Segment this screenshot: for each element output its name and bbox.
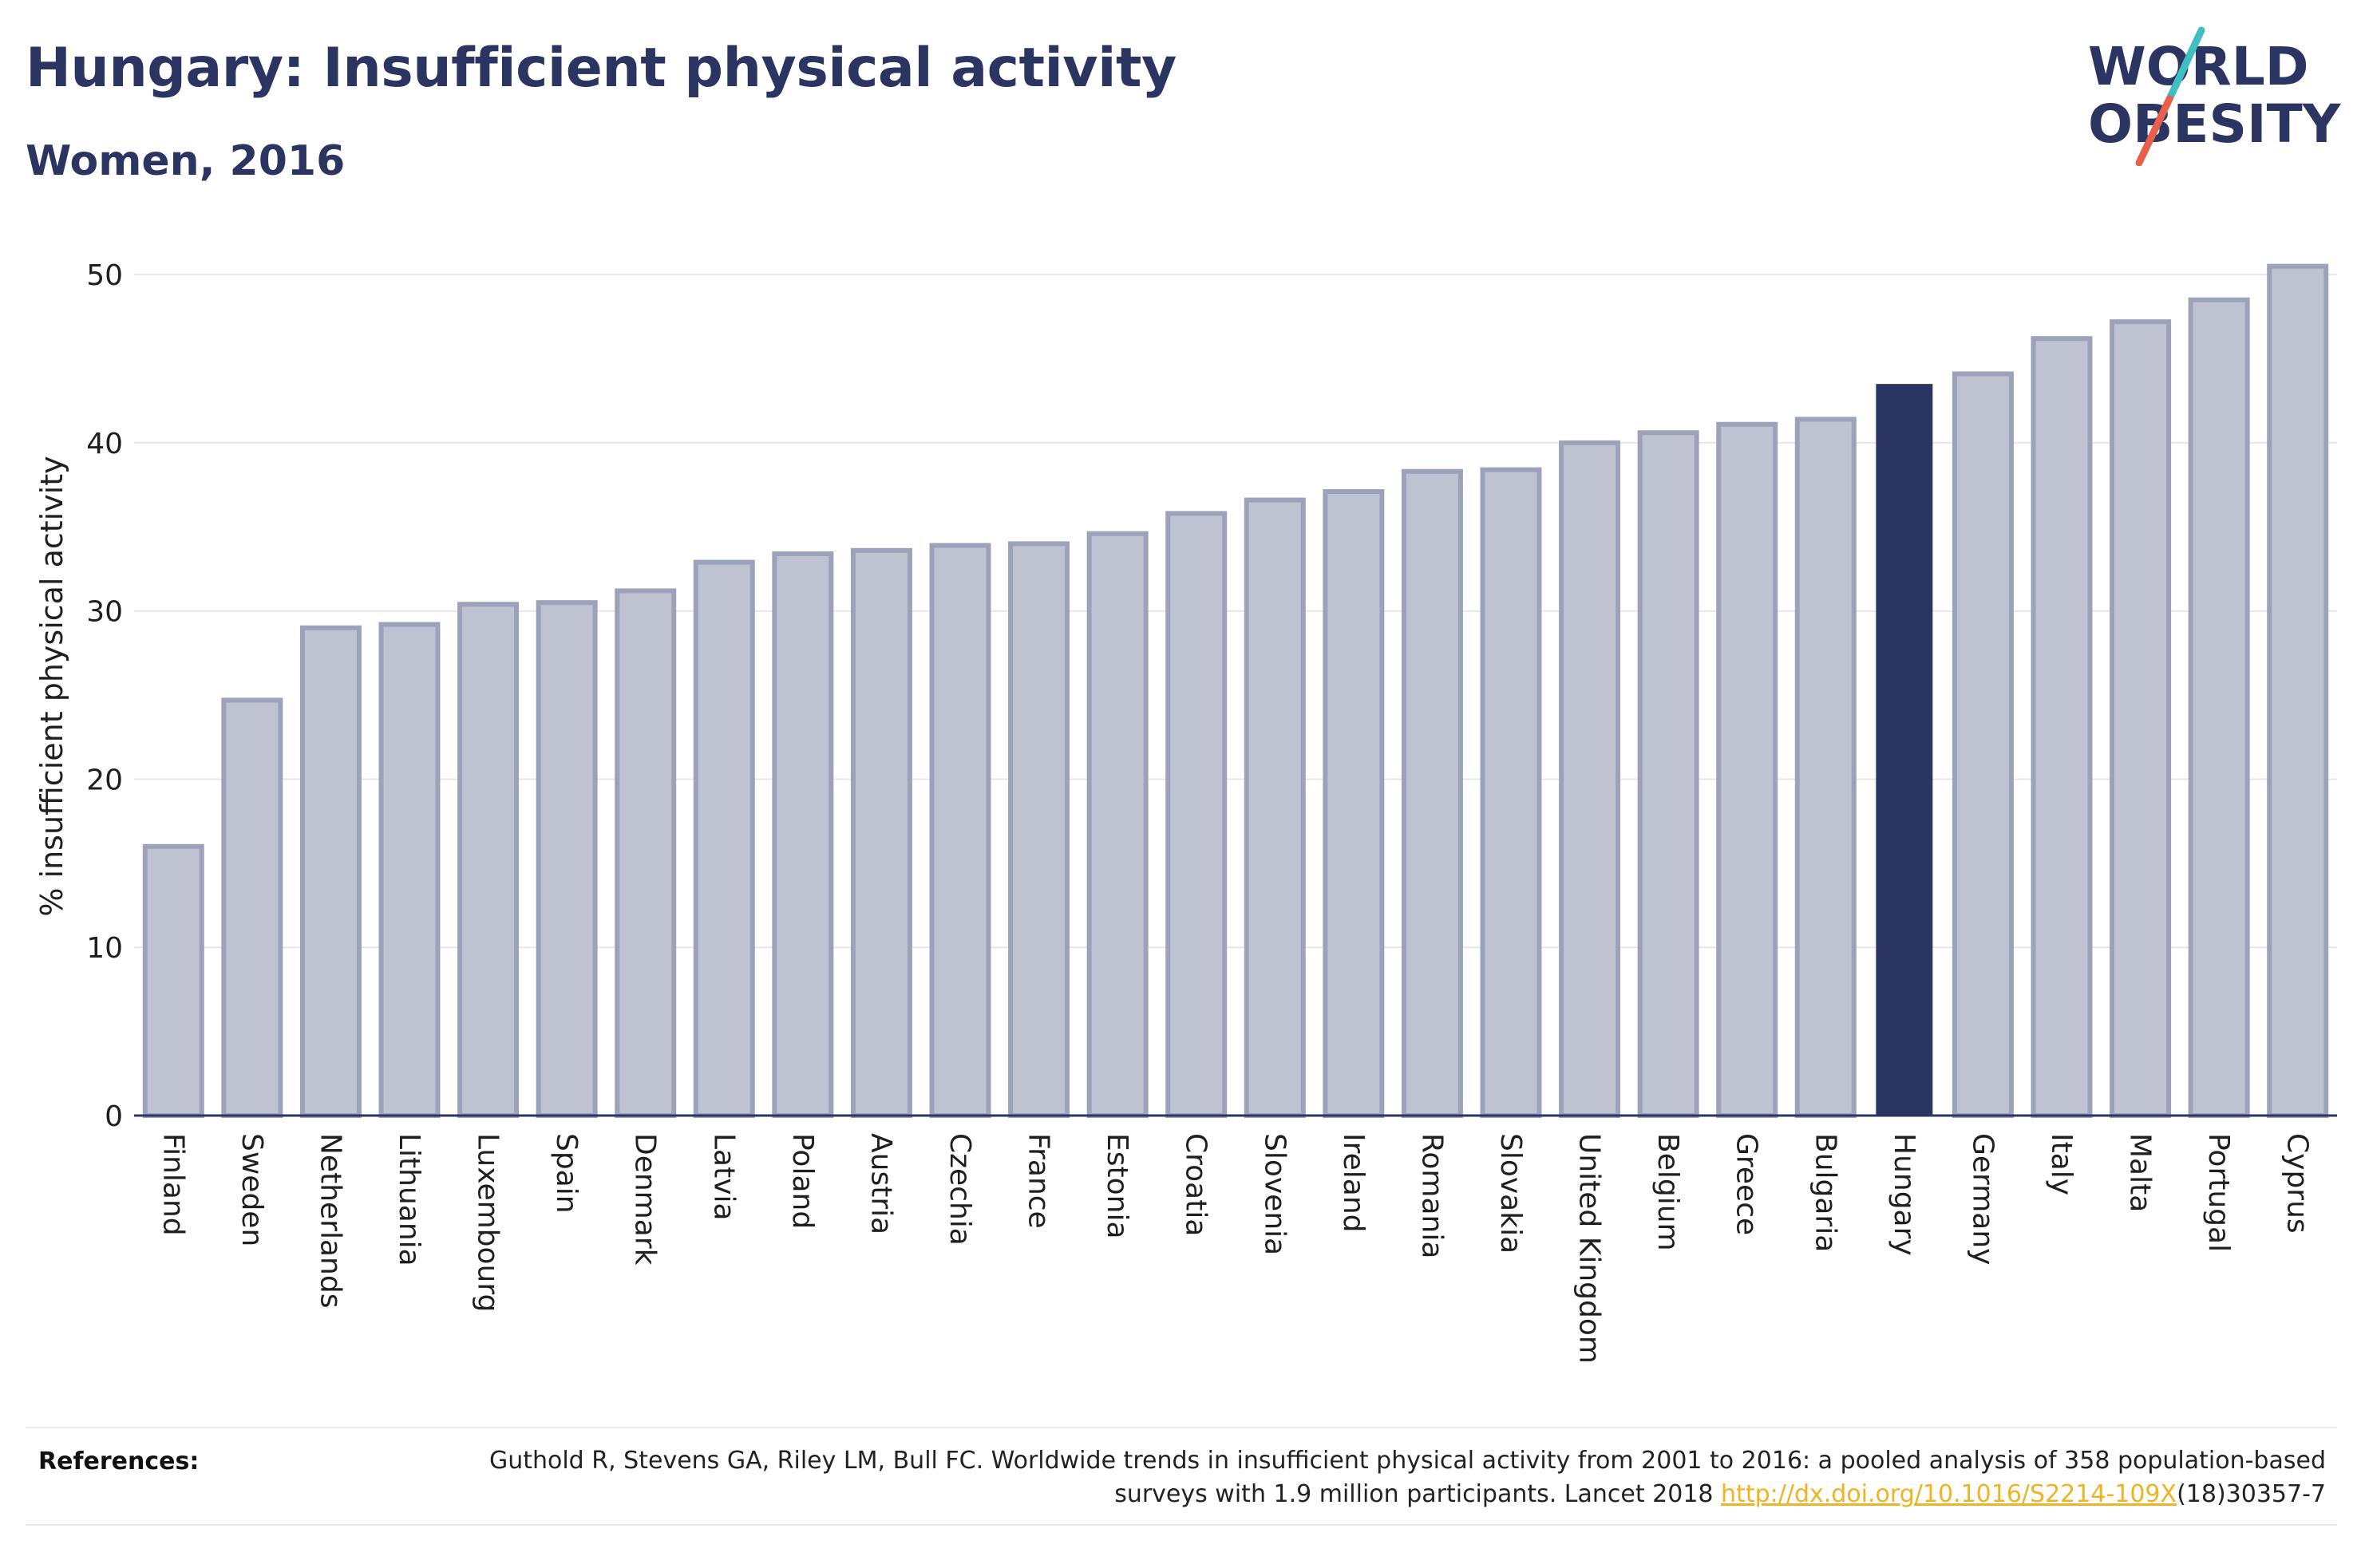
bar-germany [1952, 371, 2014, 1118]
x-tick-label-estonia: Estonia [1101, 1133, 1133, 1239]
bar-sweden [221, 697, 283, 1118]
x-tick-label-hungary: Hungary [1888, 1133, 1920, 1256]
bar-romania [1401, 468, 1463, 1118]
x-tick-label-bulgaria: Bulgaria [1809, 1133, 1841, 1252]
bar-poland [772, 551, 834, 1118]
y-tick-label-40: 40 [86, 428, 123, 460]
bar-belgium [1637, 430, 1699, 1118]
bar-netherlands [299, 625, 362, 1118]
x-tick-label-croatia: Croatia [1180, 1133, 1212, 1236]
bar-croatia [1165, 511, 1228, 1118]
bar-united-kingdom [1559, 440, 1621, 1118]
y-axis-label: % insufficient physical activity [34, 456, 69, 916]
x-tick-label-cyprus: Cyprus [2281, 1133, 2314, 1234]
x-tick-label-sweden: Sweden [235, 1133, 268, 1246]
x-tick-label-france: France [1022, 1133, 1055, 1229]
x-tick-label-belgium: Belgium [1651, 1133, 1684, 1251]
references-text: Guthold R, Stevens GA, Riley LM, Bull FC… [410, 1444, 2326, 1511]
x-tick-label-latvia: Latvia [707, 1133, 740, 1221]
x-tick-label-poland: Poland [786, 1133, 819, 1229]
bar-luxembourg [457, 602, 520, 1118]
x-tick-label-spain: Spain [550, 1133, 583, 1214]
x-tick-label-italy: Italy [2045, 1133, 2078, 1195]
x-tick-label-denmark: Denmark [629, 1133, 662, 1266]
x-tick-label-slovenia: Slovenia [1258, 1133, 1291, 1255]
x-tick-label-lithuania: Lithuania [393, 1133, 425, 1266]
logo-slash-top [2165, 26, 2205, 103]
world-obesity-logo: WORLD OBESITY [2088, 26, 2342, 166]
logo-slash-bottom [2135, 95, 2173, 166]
bar-finland [142, 843, 204, 1119]
x-tick-label-austria: Austria [864, 1133, 897, 1234]
bar-lithuania [378, 622, 441, 1118]
references-citation: Guthold R, Stevens GA, Riley LM, Bull FC… [488, 1447, 2326, 1508]
bar-portugal [2188, 297, 2250, 1118]
references-divider-top [26, 1427, 2337, 1428]
references-label: References: [38, 1448, 200, 1475]
y-tick-label-50: 50 [86, 259, 123, 292]
references-doi-link[interactable]: http://dx.doi.org/10.1016/S2214-109X [1721, 1480, 2177, 1508]
chart-subtitle: Women, 2016 [26, 137, 346, 185]
y-tick-label-0: 0 [105, 1100, 123, 1133]
chart-title: Hungary: Insufficient physical activity [26, 37, 1177, 100]
bar-estonia [1086, 531, 1149, 1118]
x-tick-label-luxembourg: Luxembourg [472, 1133, 504, 1312]
y-tick-label-30: 30 [86, 596, 123, 629]
x-tick-label-romania: Romania [1415, 1133, 1448, 1258]
bar-latvia [693, 559, 755, 1118]
bar-austria [850, 547, 912, 1118]
x-tick-label-czechia: Czechia [943, 1133, 976, 1246]
x-tick-label-finland: Finland [156, 1133, 189, 1236]
logo-text-obesity: OBESITY [2088, 93, 2342, 155]
bar-ireland [1323, 489, 1385, 1118]
bar-greece [1716, 421, 1778, 1118]
x-tick-label-malta: Malta [2124, 1133, 2157, 1212]
logo-text-world: WORLD [2088, 36, 2309, 97]
bar-czechia [929, 543, 991, 1118]
x-tick-label-netherlands: Netherlands [314, 1133, 346, 1308]
x-tick-label-greece: Greece [1730, 1133, 1763, 1235]
y-tick-label-20: 20 [86, 764, 123, 796]
x-tick-label-ireland: Ireland [1337, 1133, 1370, 1233]
bar-spain [536, 600, 598, 1118]
y-tick-label-10: 10 [86, 932, 123, 965]
bar-bulgaria [1794, 417, 1857, 1118]
bar-hungary [1876, 384, 1933, 1116]
references-divider-bottom [26, 1524, 2337, 1526]
bar-malta [2110, 319, 2172, 1118]
bar-cyprus [2267, 263, 2329, 1119]
bar-chart: 0 10 20 30 40 50 % insufficient physical activ… [34, 259, 2337, 1364]
tick-labels: 0 10 20 30 40 50 % insufficient physical activ… [34, 259, 2314, 1364]
x-tick-label-germany: Germany [1966, 1133, 1999, 1265]
bar-slovakia [1480, 467, 1542, 1118]
x-tick-label-portugal: Portugal [2202, 1133, 2235, 1252]
bar-italy [2031, 336, 2093, 1118]
bar-denmark [615, 588, 677, 1118]
bars [142, 263, 2329, 1119]
x-tick-label-slovakia: Slovakia [1494, 1133, 1527, 1254]
x-tick-label-united-kingdom: United Kingdom [1573, 1133, 1606, 1364]
bar-france [1008, 541, 1070, 1118]
references-citation-suffix: (18)30357-7 [2177, 1480, 2326, 1508]
bar-slovenia [1244, 497, 1306, 1118]
